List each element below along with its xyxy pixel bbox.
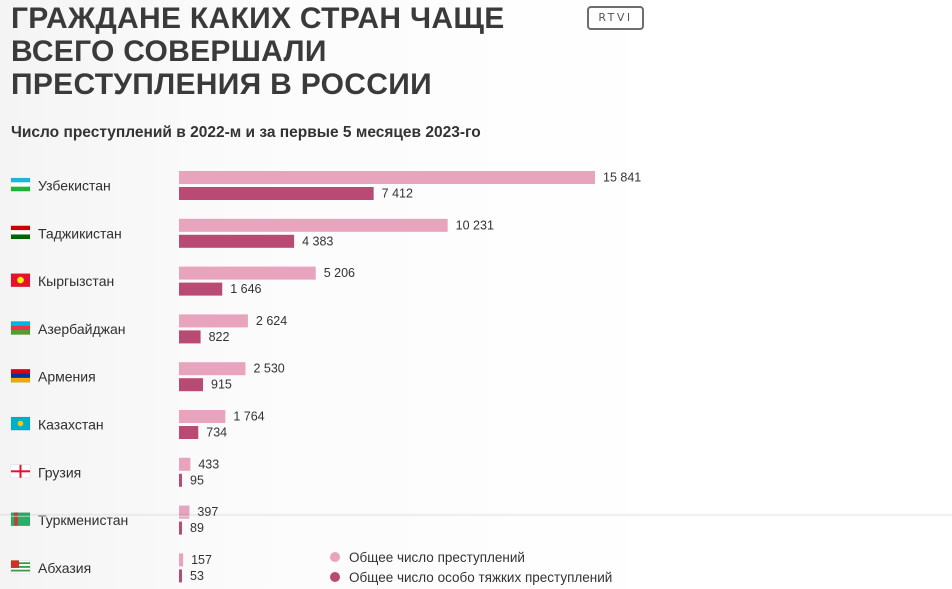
country-label: Казахстан [38, 417, 104, 433]
country-label: Кыргызстан [38, 273, 114, 289]
bar-total [179, 505, 190, 519]
bar-total [179, 553, 184, 567]
bar-grave [179, 330, 201, 344]
georgia-flag-icon [10, 464, 31, 479]
tajikistan-flag-icon [10, 225, 31, 240]
country-label: Узбекистан [38, 178, 111, 194]
bar-grave [179, 187, 374, 200]
country-label: Армения [38, 369, 96, 385]
kyrgyzstan-flag-icon [10, 273, 31, 287]
bar-grave [179, 234, 295, 248]
value-label-grave: 915 [211, 378, 232, 392]
page-fold [0, 513, 952, 517]
bar-chart: Узбекистан 15 841 7 412 Таджикистан 10 231 4 … [10, 171, 641, 583]
legend-item-grave: Общее число особо тяжких преступлений [330, 568, 612, 586]
value-label-grave: 1 646 [230, 282, 261, 296]
blank-area [676, 0, 952, 589]
infographic-card [0, 0, 676, 589]
legend-swatch-total [330, 552, 340, 562]
abkhazia-flag-icon [10, 560, 31, 574]
value-label-total: 5 206 [324, 266, 355, 280]
legend-item-total: Общее число преступлений [330, 548, 612, 566]
country-label: Грузия [38, 464, 81, 480]
kazakhstan-flag-icon [10, 416, 31, 431]
value-label-total: 157 [191, 553, 212, 567]
bar-grave [179, 473, 182, 487]
bar-grave [179, 378, 204, 392]
legend-label-grave: Общее число особо тяжких преступлений [349, 569, 613, 585]
legend-label-total: Общее число преступлений [349, 549, 525, 565]
value-label-total: 15 841 [603, 171, 641, 185]
value-label-grave: 89 [190, 521, 204, 535]
value-label-total: 1 764 [233, 410, 264, 424]
value-label-total: 10 231 [456, 218, 494, 232]
value-label-grave: 7 412 [382, 187, 413, 201]
value-label-grave: 95 [190, 473, 204, 487]
bar-total [179, 410, 226, 423]
country-label: Таджикистан [38, 225, 122, 241]
bar-grave [179, 282, 223, 296]
bar-total [179, 457, 191, 471]
value-label-grave: 734 [206, 426, 227, 440]
country-label: Азербайджан [38, 321, 126, 337]
chart-subtitle: Число преступлений в 2022-м и за первые … [11, 124, 481, 141]
value-label-total: 433 [198, 457, 219, 471]
value-label-grave: 822 [209, 330, 230, 344]
bar-total [179, 314, 248, 328]
bar-grave [179, 569, 182, 583]
rtvi-logo: RTVI [587, 6, 644, 30]
value-label-grave: 53 [190, 569, 204, 583]
bar-total [179, 266, 316, 280]
country-label: Абхазия [38, 560, 91, 576]
value-label-total: 2 624 [256, 314, 287, 328]
value-label-total: 2 530 [253, 362, 284, 376]
azerbaijan-flag-icon [10, 321, 31, 335]
armenia-flag-icon [10, 368, 31, 383]
bar-total [179, 218, 448, 232]
value-label-grave: 4 383 [302, 234, 333, 248]
bar-total [179, 171, 595, 184]
uzbekistan-flag-icon [10, 177, 31, 192]
legend-swatch-grave [330, 572, 340, 582]
chart-title: ГРАЖДАНЕ КАКИХ СТРАН ЧАЩЕ ВСЕГО СОВЕРШАЛ… [11, 2, 505, 101]
bar-grave [179, 521, 182, 535]
chart-legend: Общее число преступлений Общее число осо… [330, 548, 612, 588]
bar-total [179, 362, 246, 376]
bar-grave [179, 426, 199, 439]
